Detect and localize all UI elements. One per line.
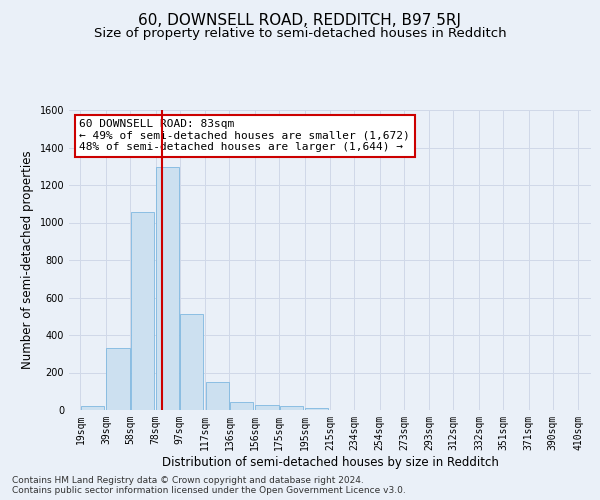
Text: Contains HM Land Registry data © Crown copyright and database right 2024.: Contains HM Land Registry data © Crown c… xyxy=(12,476,364,485)
Text: 60 DOWNSELL ROAD: 83sqm
← 49% of semi-detached houses are smaller (1,672)
48% of: 60 DOWNSELL ROAD: 83sqm ← 49% of semi-de… xyxy=(79,119,410,152)
Bar xyxy=(256,406,278,410)
X-axis label: Distribution of semi-detached houses by size in Redditch: Distribution of semi-detached houses by … xyxy=(161,456,499,468)
Bar xyxy=(206,382,229,410)
Y-axis label: Number of semi-detached properties: Number of semi-detached properties xyxy=(21,150,34,370)
Bar xyxy=(305,408,328,410)
Bar xyxy=(106,348,130,410)
Bar xyxy=(280,406,303,410)
Text: 60, DOWNSELL ROAD, REDDITCH, B97 5RJ: 60, DOWNSELL ROAD, REDDITCH, B97 5RJ xyxy=(139,12,461,28)
Bar xyxy=(180,314,203,410)
Text: Contains public sector information licensed under the Open Government Licence v3: Contains public sector information licen… xyxy=(12,486,406,495)
Bar xyxy=(81,406,104,410)
Bar xyxy=(230,402,253,410)
Bar xyxy=(131,212,154,410)
Bar xyxy=(156,167,179,410)
Text: Size of property relative to semi-detached houses in Redditch: Size of property relative to semi-detach… xyxy=(94,28,506,40)
